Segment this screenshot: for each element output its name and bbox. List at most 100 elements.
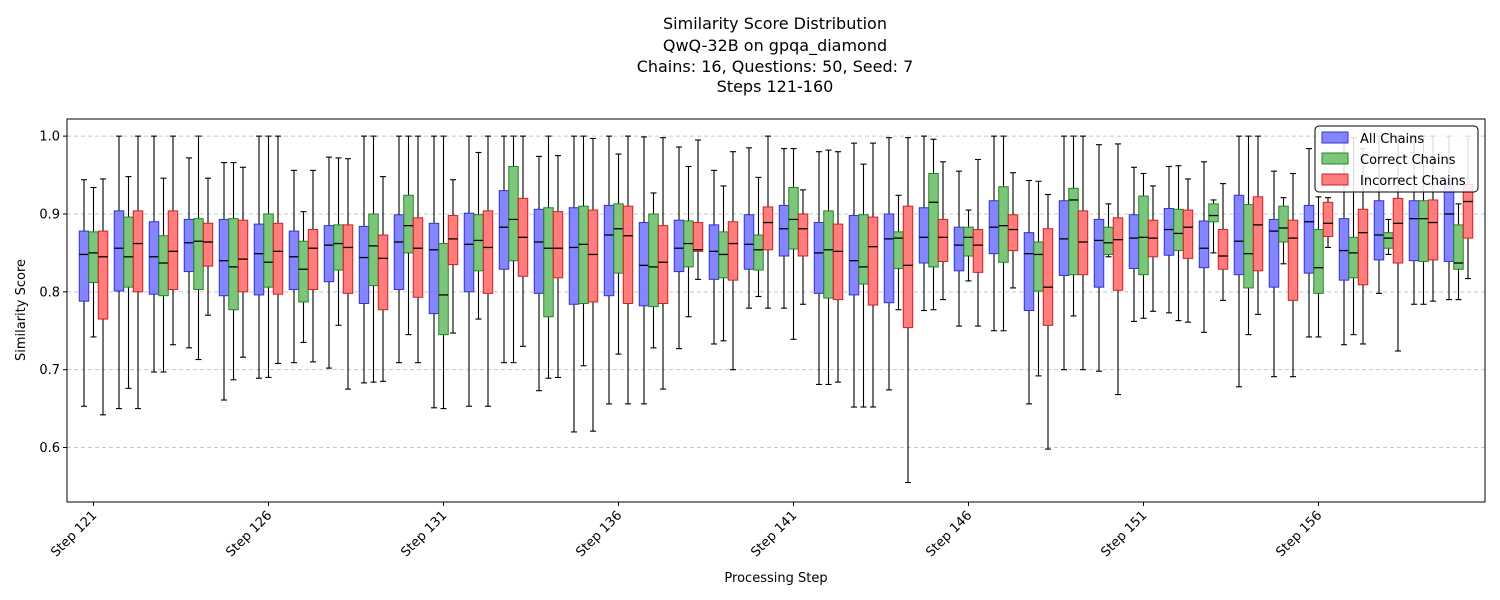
legend-swatch-all: [1321, 131, 1349, 144]
box-all-step-123: [148, 135, 160, 373]
box-iqr: [78, 230, 90, 302]
box-iqr: [578, 205, 589, 304]
box-incorrect-step-141: [797, 189, 809, 305]
box-all-step-140: [743, 147, 755, 309]
box-iqr: [1268, 218, 1280, 288]
box-iqr: [1287, 219, 1299, 301]
box-iqr: [743, 214, 755, 270]
box-all-step-134: [533, 155, 545, 392]
box-iqr: [657, 225, 669, 304]
box-iqr: [953, 226, 965, 272]
step-group-122: [113, 135, 144, 410]
step-group-156: [1303, 148, 1334, 338]
box-iqr: [438, 243, 449, 336]
box-correct-step-160: [1453, 203, 1464, 301]
step-group-147: [988, 135, 1019, 332]
box-all-step-125: [218, 162, 230, 401]
box-all-step-146: [953, 170, 965, 327]
step-group-153: [1198, 161, 1229, 333]
box-iqr: [307, 229, 319, 290]
box-incorrect-step-151: [1147, 185, 1159, 312]
box-iqr: [393, 214, 405, 290]
box-all-step-141: [778, 148, 790, 309]
box-all-step-143: [848, 142, 860, 408]
box-iqr: [403, 194, 414, 254]
box-iqr: [263, 213, 274, 288]
box-correct-step-137: [648, 192, 659, 349]
plot-area: [78, 135, 1474, 484]
x-tick-label: Step 136: [573, 508, 625, 560]
box-all-step-145: [918, 135, 930, 312]
box-iqr: [603, 204, 615, 297]
box-iqr: [253, 223, 265, 296]
box-incorrect-step-136: [622, 135, 634, 405]
box-correct-step-141: [788, 148, 799, 340]
box-iqr: [358, 225, 370, 304]
box-correct-step-151: [1138, 172, 1149, 319]
y-axis-label: Similarity Score: [14, 259, 29, 361]
step-group-154: [1233, 135, 1264, 388]
box-iqr: [1138, 195, 1149, 276]
step-group-145: [918, 135, 949, 312]
box-incorrect-step-156: [1322, 197, 1334, 248]
box-incorrect-step-132: [482, 135, 494, 407]
box-iqr: [568, 207, 580, 305]
plot-frame: [66, 118, 1486, 503]
step-group-124: [183, 135, 214, 361]
box-iqr: [1453, 224, 1464, 270]
box-incorrect-step-140: [762, 135, 774, 309]
box-iqr: [498, 190, 510, 270]
box-incorrect-step-139: [727, 151, 739, 371]
box-iqr: [1042, 228, 1054, 326]
box-iqr: [1023, 232, 1035, 311]
box-iqr: [1303, 204, 1315, 274]
box-all-step-127: [288, 169, 300, 364]
box-all-step-155: [1268, 170, 1280, 378]
box-iqr: [552, 211, 564, 279]
box-all-step-131: [428, 135, 440, 409]
box-all-step-147: [988, 135, 1000, 332]
box-correct-step-140: [753, 176, 764, 298]
x-tick-label: Step 141: [748, 508, 800, 560]
box-incorrect-step-148: [1042, 193, 1054, 450]
y-tick-label: 0.7: [39, 363, 60, 378]
box-correct-step-155: [1278, 197, 1289, 265]
x-tick-label: Step 151: [1098, 508, 1150, 560]
box-iqr: [858, 214, 869, 285]
step-group-148: [1023, 179, 1054, 450]
step-group-150: [1093, 143, 1124, 396]
box-correct-step-153: [1208, 199, 1219, 254]
box-incorrect-step-144: [902, 137, 914, 484]
box-iqr: [1373, 200, 1385, 261]
box-iqr: [368, 213, 379, 287]
box-correct-step-146: [963, 209, 974, 282]
box-iqr: [202, 222, 214, 267]
box-iqr: [1443, 182, 1455, 262]
box-incorrect-step-137: [657, 137, 669, 390]
legend-label-correct: Correct Chains: [1360, 153, 1456, 168]
legend-frame: [1314, 125, 1479, 193]
box-all-step-121: [78, 179, 90, 407]
box-correct-step-129: [368, 135, 379, 383]
box-iqr: [113, 210, 125, 292]
x-axis: Step 121 Step 126 Step 131 Step 136 Step 141…: [48, 502, 1325, 560]
box-iqr: [88, 231, 99, 283]
box-incorrect-step-130: [412, 135, 424, 364]
box-all-step-129: [358, 135, 370, 384]
x-tick-label: Step 146: [923, 508, 975, 560]
box-iqr: [1112, 217, 1124, 291]
box-iqr: [928, 172, 939, 268]
box-iqr: [797, 213, 809, 257]
step-group-137: [638, 136, 669, 405]
box-iqr: [97, 230, 109, 320]
box-correct-step-150: [1103, 203, 1114, 258]
box-iqr: [333, 224, 344, 271]
y-axis: 0.6 0.7 0.8 0.9 1.0: [39, 130, 67, 456]
box-iqr: [1427, 199, 1439, 261]
box-iqr: [193, 218, 204, 290]
chart-title: Similarity Score Distribution QwQ-32B on…: [637, 14, 914, 96]
box-groups: [78, 135, 1474, 484]
box-incorrect-step-152: [1182, 178, 1194, 323]
box-iqr: [692, 222, 704, 252]
box-correct-step-127: [298, 211, 309, 343]
